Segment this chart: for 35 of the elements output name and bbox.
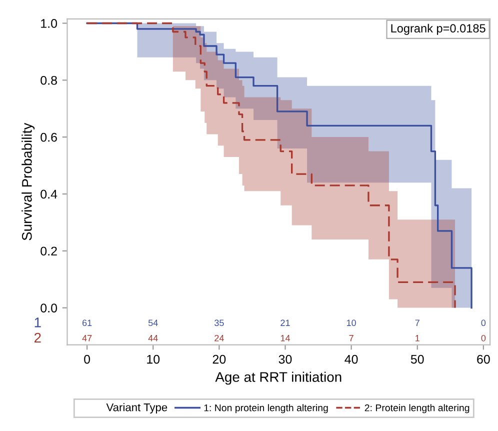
legend-label: 2: Protein length altering <box>364 404 470 414</box>
y-tick-label: 0.2 <box>40 246 57 256</box>
x-tick-label: 10 <box>147 354 160 364</box>
x-tick-label: 50 <box>410 354 424 364</box>
y-tick-label: 1.0 <box>41 19 58 28</box>
legend-title: Variant Type <box>106 403 168 414</box>
x-tick-label: 60 <box>477 354 490 364</box>
annotation: 24 <box>214 334 224 342</box>
y-tick-label: 0.4 <box>40 190 58 199</box>
annotation: 54 <box>148 320 158 326</box>
annotation: 14 <box>280 335 290 342</box>
annotation: Logrank p=0.0185 <box>391 24 486 35</box>
text: 1 <box>34 318 41 328</box>
x-tick-label: 40 <box>344 354 358 364</box>
annotation: 7 <box>349 335 354 342</box>
annotation: 47 <box>82 335 92 342</box>
annotation: 10 <box>346 320 356 326</box>
y-axis-title: Survival Probability <box>22 122 35 240</box>
x-axis-title: Age at RRT initiation <box>215 372 342 385</box>
x-tick-label: 30 <box>278 354 292 364</box>
annotation: 0 <box>481 334 486 342</box>
y-tick-label: 0.0 <box>40 304 58 312</box>
annotation: 61 <box>82 320 92 326</box>
annotation: 1 <box>416 335 420 342</box>
text: 2 <box>34 332 41 343</box>
annotation: 21 <box>280 320 290 326</box>
annotation: 0 <box>481 320 486 326</box>
y-tick-label: 0.6 <box>40 132 57 142</box>
annotation: 7 <box>415 320 420 326</box>
annotation: 35 <box>214 320 224 326</box>
y-tick-label: 0.8 <box>40 76 57 85</box>
x-tick-label: 0 <box>84 354 90 364</box>
x-tick-label: 20 <box>212 354 226 364</box>
annotation: 44 <box>148 335 158 342</box>
legend-label: 1: Non protein length altering <box>204 404 328 414</box>
